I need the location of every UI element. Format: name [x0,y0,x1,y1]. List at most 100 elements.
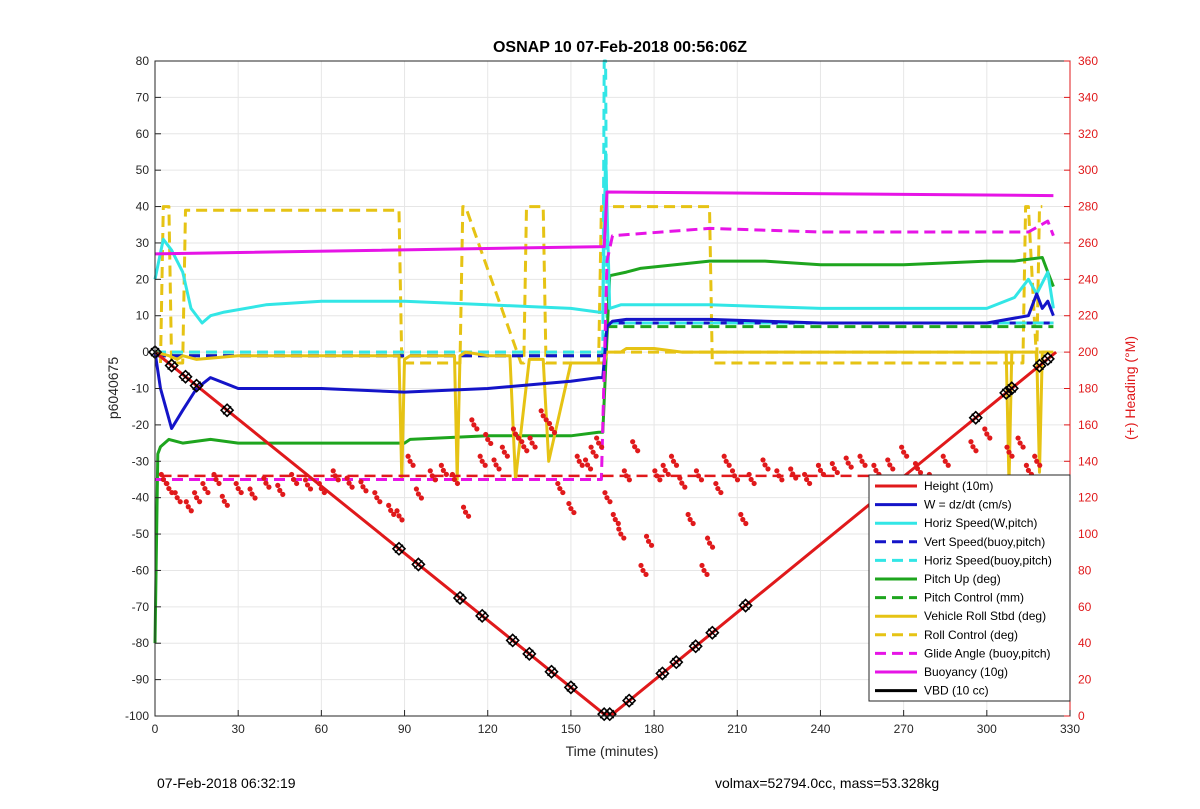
legend-entry-label: Pitch Up (deg) [924,572,1001,586]
dive-marker-diamond [1040,351,1055,367]
dive-marker [189,378,204,393]
heading-point [216,480,222,487]
heading-point [940,453,946,459]
heading-point [904,453,910,459]
heading-point [560,489,566,496]
heading-point [1023,462,1030,468]
footer-volmax-mass: volmax=52794.0cc, mass=53.328kg [715,775,940,791]
heading-point [885,457,891,463]
dive-marker-cross [192,381,202,391]
heading-point [643,571,649,578]
heading-point [738,511,744,518]
dive-marker-diamond [411,557,426,572]
heading-point [632,444,638,450]
dive-marker-diamond [563,680,579,695]
heading-point [726,462,732,468]
heading-point [917,469,924,476]
heading-point [765,466,771,472]
heading-point [626,477,632,483]
heading-point [670,458,677,464]
heading-point [275,482,281,488]
heading-point [252,495,258,501]
heading-point [862,462,868,468]
heading-point [277,487,283,493]
heading-point [410,462,416,468]
heading-point [164,480,170,487]
heading-point [776,473,782,479]
dive-marker-diamond [391,541,407,556]
heading-point [193,495,200,501]
heading-point [723,458,729,464]
heading-point [698,477,705,483]
left-y-tick-label: -60 [132,563,150,577]
heading-point [968,439,974,445]
heading-point [501,449,507,455]
heading-point [621,468,627,474]
heading-point [451,476,458,483]
heading-point [831,465,837,472]
series-roll-control-targets [159,205,1043,365]
left-y-axis-label: p6040675 [105,357,121,420]
heading-point [496,466,502,472]
dive-marker-cross [1035,361,1044,371]
x-tick-label: 60 [315,722,329,736]
dive-marker-diamond [655,666,670,681]
dive-marker-cross [181,372,190,382]
heading-point [803,476,810,483]
left-y-tick-label: 30 [136,236,150,250]
left-y-tick-label: 50 [136,163,150,177]
x-tick-label: 0 [152,722,159,736]
right-y-tick-label: 220 [1078,309,1098,323]
heading-point [213,476,219,483]
heading-point [843,455,849,461]
right-y-tick-label: 0 [1078,709,1085,723]
heading-point [615,520,621,527]
heading-point [638,562,644,569]
heading-point [510,426,517,432]
heading-point [709,544,716,550]
heading-point [587,466,594,472]
dive-marker-diamond [1032,358,1047,373]
heading-point [247,486,253,492]
dive-marker-diamond [602,707,617,722]
heading-point [394,508,400,514]
dive-marker [968,410,983,425]
heading-point [652,468,658,474]
heading-point [205,489,211,496]
heading-point [158,471,164,478]
right-y-tick-label: 280 [1078,200,1098,214]
dive-marker-diamond [522,646,537,661]
heading-point [660,462,666,468]
heading-point [304,482,311,488]
heading-point [196,499,203,505]
heading-point [662,467,668,473]
heading-point [829,460,835,467]
heading-point [1006,449,1012,455]
heading-point [748,476,754,483]
left-y-tick-label: 70 [136,90,150,104]
heading-point [871,462,877,468]
heading-point [344,475,350,481]
legend-entry-label: Horiz Speed(buoy,pitch) [924,553,1052,567]
heading-point [648,542,655,548]
heading-point [901,449,907,455]
dive-marker-diamond [189,378,204,393]
heading-point [665,471,671,477]
dive-marker-diamond [705,625,720,640]
heading-point [914,465,921,472]
heading-point [682,484,688,490]
heading-point [713,480,719,487]
chart-title: OSNAP 10 07-Feb-2018 00:56:06Z [493,39,747,56]
series-pitch-up-deg [153,256,1055,644]
heading-point [521,444,527,450]
heading-point [734,477,741,483]
left-y-tick-label: 80 [136,54,150,68]
heading-point [635,448,641,454]
heading-point [762,462,768,468]
dive-marker-diamond [475,608,490,623]
heading-point [751,480,757,487]
dive-marker [655,666,670,681]
dive-marker-cross [524,649,534,659]
heading-point [685,511,691,518]
heading-point [532,444,538,450]
